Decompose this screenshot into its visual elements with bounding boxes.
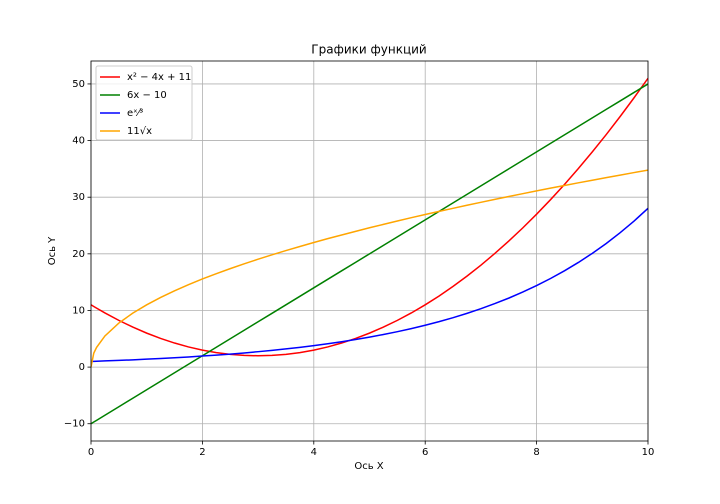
x-tick-label: 4 <box>311 447 317 458</box>
legend-label: x² − 4x + 11 <box>127 72 191 83</box>
line-series <box>91 169 648 368</box>
plot-frame <box>90 60 649 442</box>
line-series <box>91 83 648 425</box>
y-tick-label: 20 <box>72 249 85 260</box>
x-tick-label: 8 <box>533 447 539 458</box>
line-series <box>91 207 648 363</box>
x-tick-label: 6 <box>422 447 428 458</box>
legend-label: eˣ⁄³ <box>127 108 143 119</box>
y-tick-label: 40 <box>72 136 85 147</box>
y-tick-label: 30 <box>72 192 85 203</box>
line-series <box>91 77 648 357</box>
x-tick-label: 10 <box>642 447 655 458</box>
y-tick-label: 0 <box>79 362 85 373</box>
y-tick-label: 10 <box>72 305 85 316</box>
x-tick-label: 2 <box>199 447 205 458</box>
y-tick-label: −10 <box>64 419 85 430</box>
legend-label: 6x − 10 <box>127 90 167 101</box>
x-tick-label: 0 <box>88 447 94 458</box>
y-tick-label: 50 <box>72 79 85 90</box>
y-axis-label: Ось Y <box>47 236 58 265</box>
chart-title: Графики функций <box>311 43 426 57</box>
legend-box <box>95 65 193 141</box>
x-axis-label: Ось X <box>354 461 383 472</box>
legend-label: 11√x <box>127 126 152 137</box>
